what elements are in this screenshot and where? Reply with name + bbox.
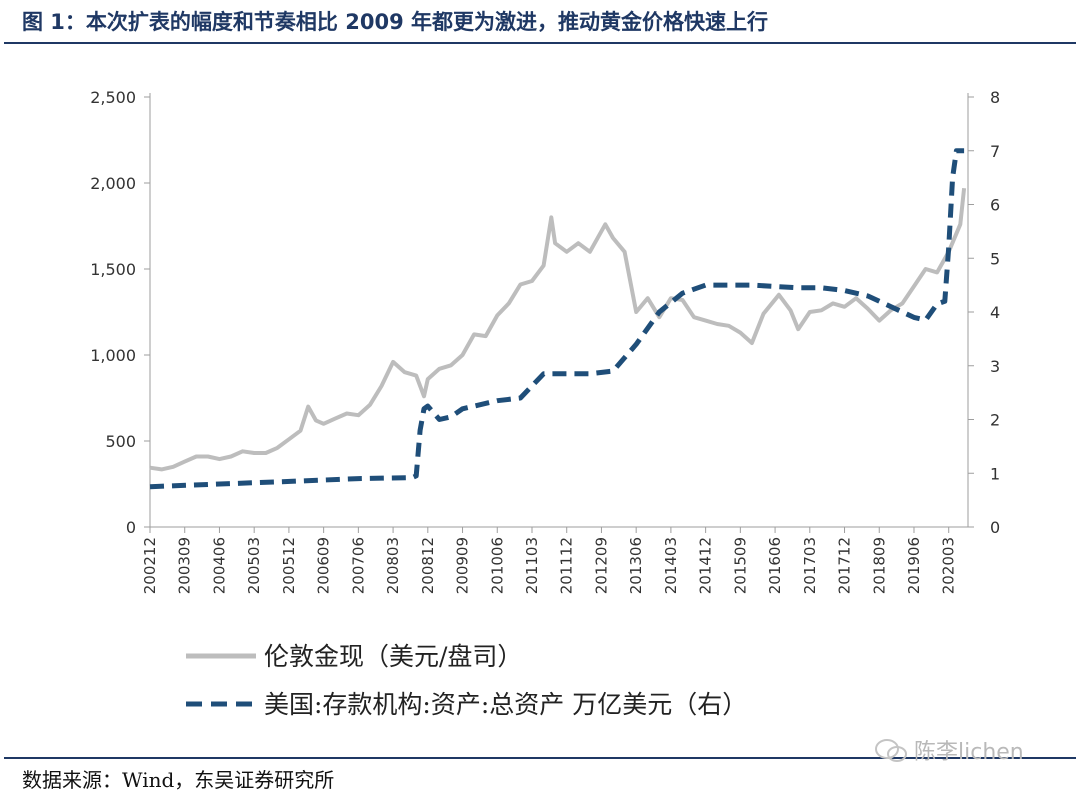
x-tick-label: 201906 (905, 537, 923, 594)
y-right-tick-label: 6 (990, 196, 1000, 215)
y-left-tick-label: 2,500 (90, 88, 136, 107)
y-left-tick-label: 0 (126, 518, 136, 537)
x-tick-label: 200812 (419, 537, 437, 594)
x-tick-label: 201809 (870, 537, 888, 594)
x-tick-label: 200309 (176, 537, 194, 594)
wechat-icon (875, 739, 907, 762)
x-tick-label: 200706 (349, 537, 367, 594)
x-tick-label: 201103 (523, 537, 541, 594)
series-line-fed-assets (149, 148, 965, 490)
x-tick-label: 201412 (697, 537, 715, 594)
watermark: 陈李lichen (914, 740, 1024, 765)
y-left-tick-label: 1,500 (90, 260, 136, 279)
y-right-tick-label: 5 (990, 249, 1000, 268)
y-right-tick-label: 0 (990, 518, 1000, 537)
x-tick-label: 201209 (592, 537, 610, 594)
chart: 0 500 1,000 1,500 2,000 2,500 0 1 2 3 4 5 6 7 8 200212 2… (90, 88, 1000, 719)
top-rule (4, 42, 1076, 44)
x-tick-label: 200909 (454, 537, 472, 594)
y-left-tick-label: 1,000 (90, 346, 136, 365)
y-right-tick-label: 3 (990, 357, 1000, 376)
y-left-tick-label: 500 (105, 432, 136, 451)
x-tick-label: 201306 (627, 537, 645, 594)
x-tick-label: 200406 (210, 537, 228, 594)
y-left-tick-label: 2,000 (90, 174, 136, 193)
x-tick-label: 200609 (315, 537, 333, 594)
y-right-tick-label: 4 (990, 303, 1000, 322)
x-tick-label: 201112 (558, 537, 576, 594)
x-tick-label: 201403 (662, 537, 680, 594)
series-line-gold-price (149, 187, 967, 472)
plot-area (149, 148, 967, 490)
x-tick-label: 201712 (836, 537, 854, 594)
chart-title: 图 1：本次扩表的幅度和节奏相比 2009 年都更为激进，推动黄金价格快速上行 (22, 10, 768, 34)
axes: 0 500 1,000 1,500 2,000 2,500 0 1 2 3 4 5 6 7 8 200212 2… (90, 88, 1000, 594)
y-right-tick-label: 7 (990, 142, 1000, 161)
x-tick-label: 200803 (384, 537, 402, 594)
x-tick-label: 202003 (940, 537, 958, 594)
x-tick-label: 200503 (245, 537, 263, 594)
legend: 伦敦金现（美元/盘司） 美国:存款机构:资产:总资产 万亿美元（右） (186, 642, 747, 719)
y-right-tick-label: 1 (990, 464, 1000, 483)
source-note: 数据来源：Wind，东吴证券研究所 (22, 768, 335, 792)
y-right-tick-label: 2 (990, 411, 1000, 430)
x-tick-label: 200512 (280, 537, 298, 594)
x-tick-label: 201703 (801, 537, 819, 594)
x-tick-label: 201509 (731, 537, 749, 594)
x-tick-label: 201606 (766, 537, 784, 594)
x-tick-label: 201006 (488, 537, 506, 594)
bottom-rule (4, 757, 1076, 759)
y-right-tick-label: 8 (990, 88, 1000, 107)
legend-label: 伦敦金现（美元/盘司） (264, 642, 522, 671)
x-tick-label: 200212 (141, 537, 159, 594)
legend-label: 美国:存款机构:资产:总资产 万亿美元（右） (264, 690, 747, 719)
